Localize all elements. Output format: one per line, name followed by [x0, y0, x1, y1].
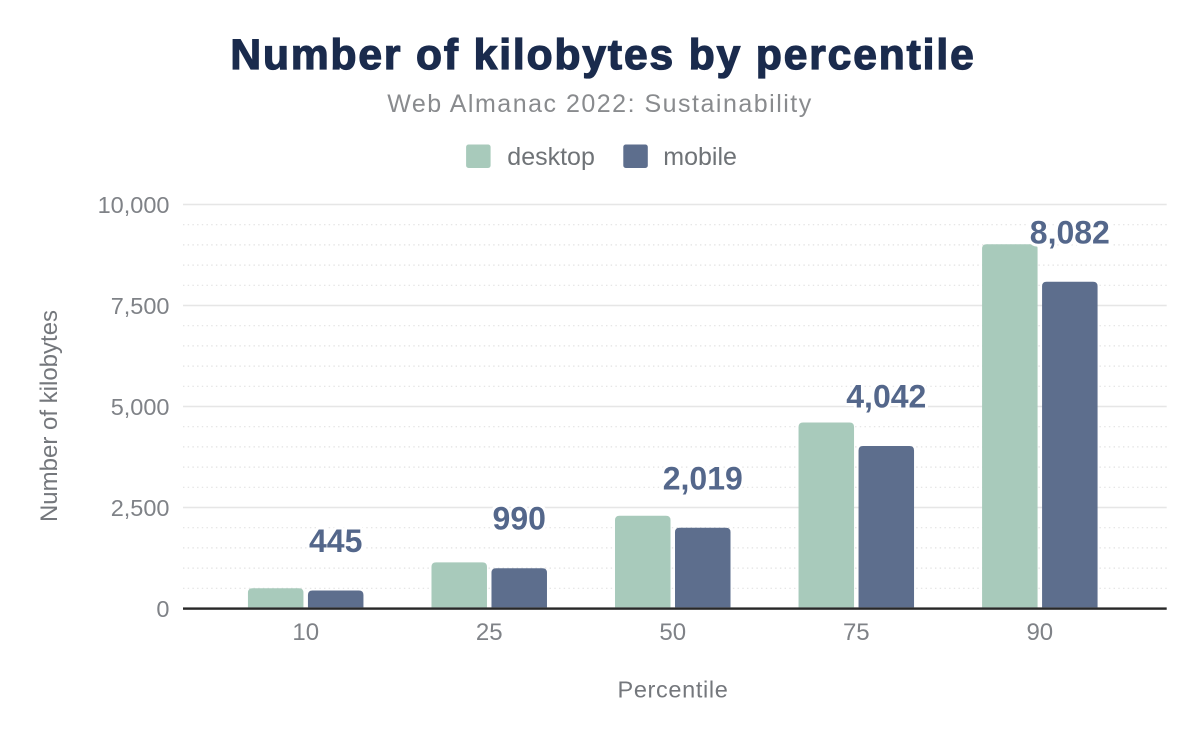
svg-text:990: 990 — [493, 501, 546, 537]
svg-text:10: 10 — [292, 619, 319, 646]
svg-text:25: 25 — [476, 619, 503, 646]
svg-text:Number of kilobytes by percent: Number of kilobytes by percentile — [230, 32, 975, 79]
svg-text:5,000: 5,000 — [111, 394, 170, 420]
svg-text:mobile: mobile — [663, 143, 737, 171]
svg-text:Web Almanac 2022: Sustainabili: Web Almanac 2022: Sustainability — [387, 90, 813, 118]
svg-text:2,019: 2,019 — [663, 460, 743, 496]
svg-text:desktop: desktop — [507, 143, 595, 171]
svg-text:90: 90 — [1026, 619, 1053, 646]
svg-text:Number of kilobytes: Number of kilobytes — [36, 310, 63, 522]
svg-text:445: 445 — [309, 523, 362, 559]
svg-text:4,042: 4,042 — [846, 379, 926, 415]
svg-text:0: 0 — [156, 596, 169, 622]
svg-text:50: 50 — [659, 619, 686, 646]
svg-text:75: 75 — [843, 619, 870, 646]
svg-text:10,000: 10,000 — [98, 192, 170, 218]
svg-text:2,500: 2,500 — [111, 495, 170, 521]
svg-text:7,500: 7,500 — [111, 293, 170, 319]
svg-text:8,082: 8,082 — [1030, 214, 1110, 250]
svg-text:Percentile: Percentile — [618, 677, 729, 703]
